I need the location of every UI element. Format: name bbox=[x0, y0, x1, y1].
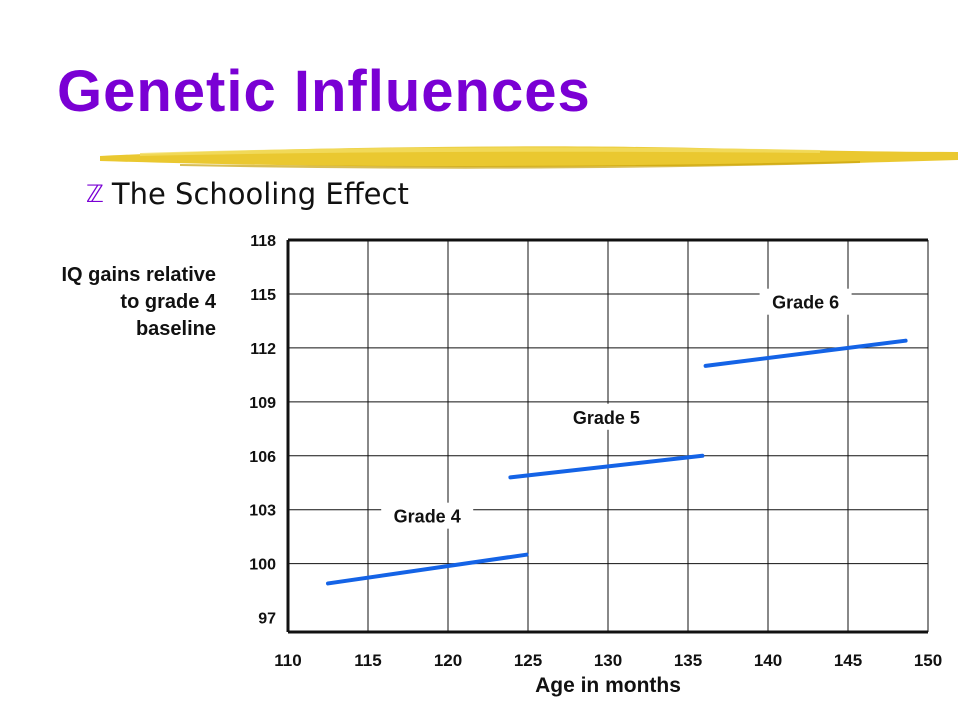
x-tick-label: 150 bbox=[914, 651, 942, 670]
title-underline-brushstroke bbox=[100, 146, 958, 169]
series-label-bg bbox=[759, 288, 852, 315]
x-tick-label: 110 bbox=[274, 651, 301, 670]
series-line bbox=[508, 453, 705, 480]
z-bullet-icon: ℤ bbox=[86, 180, 104, 208]
y-tick-label: 97 bbox=[258, 611, 276, 628]
series-label-bg bbox=[381, 502, 474, 529]
y-axis-label: IQ gains relative to grade 4 baseline bbox=[61, 264, 216, 340]
y-tick-label: 106 bbox=[249, 449, 276, 466]
x-tick-label: 115 bbox=[354, 651, 381, 670]
slide-title: Genetic Influences bbox=[57, 59, 591, 124]
series-line bbox=[326, 552, 529, 586]
x-axis-label: Age in months bbox=[535, 674, 681, 697]
y-tick-label: 118 bbox=[250, 233, 276, 250]
x-tick-label: 130 bbox=[594, 651, 622, 670]
y-tick-label: 103 bbox=[249, 503, 276, 520]
x-tick-label: 120 bbox=[434, 651, 462, 670]
x-tick-label: 135 bbox=[674, 651, 702, 670]
x-tick-label: 140 bbox=[754, 651, 782, 670]
series-line bbox=[703, 338, 908, 368]
y-tick-label: 115 bbox=[250, 287, 276, 304]
series-label: Grade 5 bbox=[573, 408, 640, 428]
series-label: Grade 6 bbox=[772, 293, 839, 313]
y-tick-label: 100 bbox=[249, 557, 276, 574]
y-tick-label: 112 bbox=[250, 341, 276, 358]
series-label: Grade 4 bbox=[394, 507, 461, 527]
bullet-text: The Schooling Effect bbox=[111, 177, 409, 211]
x-tick-label: 125 bbox=[514, 651, 542, 670]
bullet-item: ℤ The Schooling Effect bbox=[86, 177, 409, 211]
y-tick-label: 109 bbox=[249, 395, 276, 412]
x-tick-label: 145 bbox=[834, 651, 862, 670]
series-label-bg bbox=[560, 403, 653, 430]
